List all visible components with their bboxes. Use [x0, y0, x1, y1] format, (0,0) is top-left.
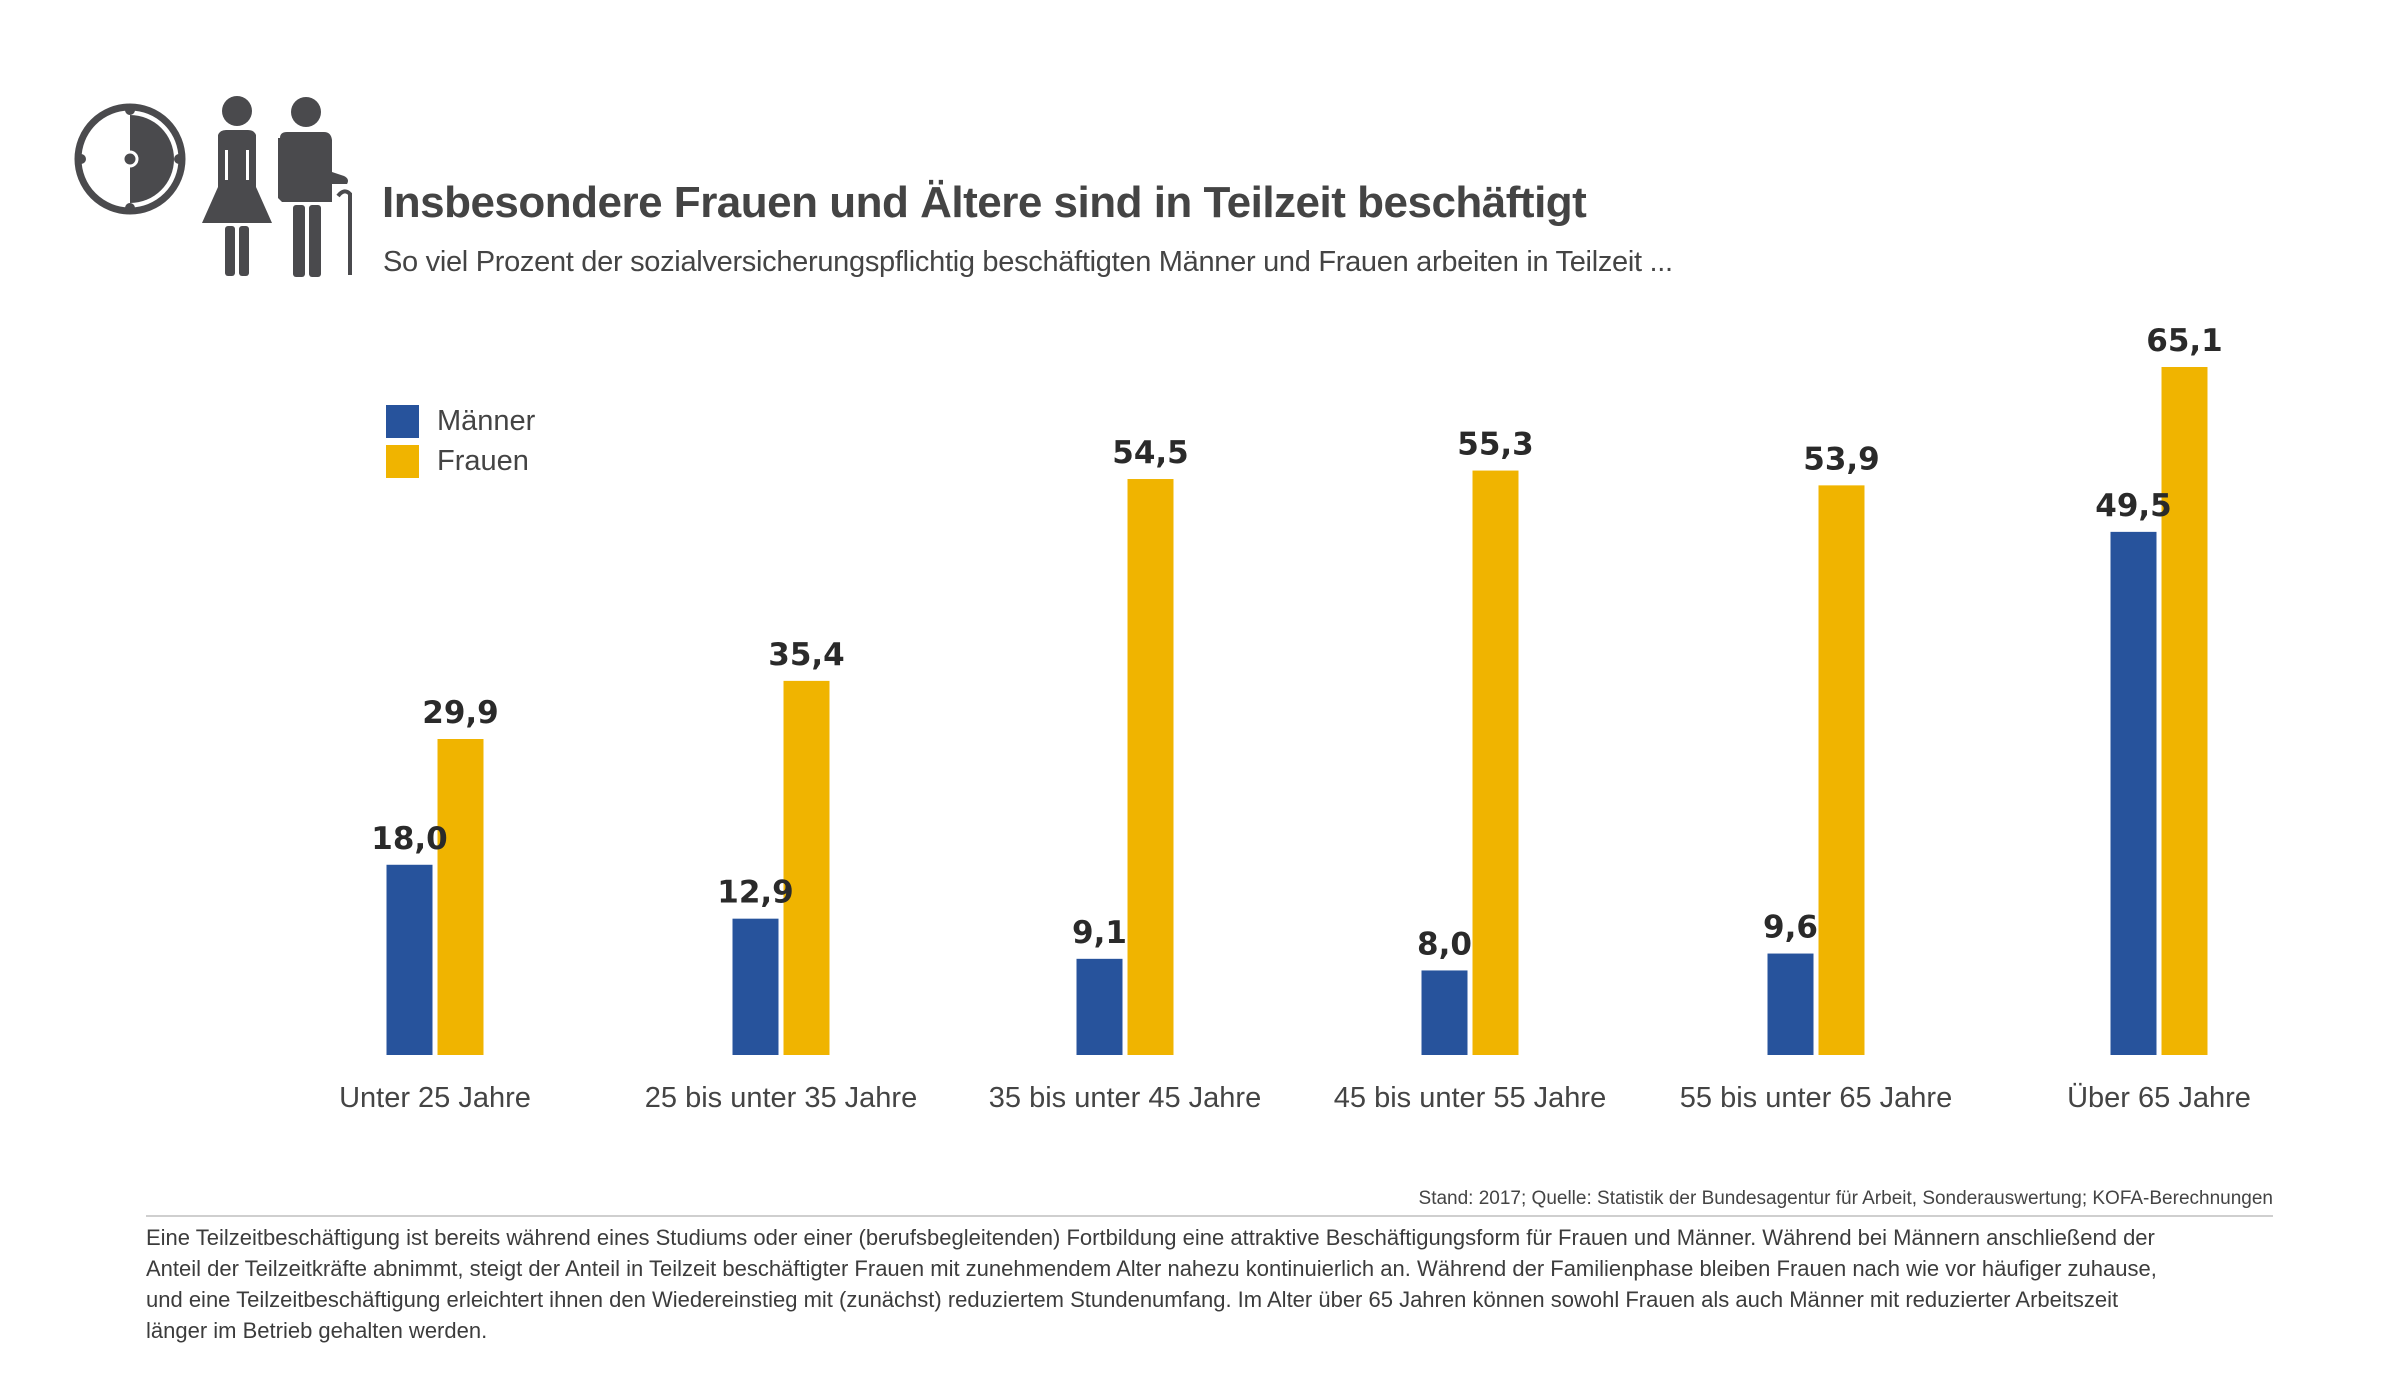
- bar-frauen-2: [783, 680, 830, 1055]
- value-label-männer-4: 8,0: [1417, 926, 1472, 962]
- description-text: Eine Teilzeitbeschäftigung ist bereits w…: [146, 1222, 2286, 1346]
- legend-swatch-maenner: [386, 404, 419, 438]
- bars-group: [386, 367, 2208, 1056]
- header-icons: [74, 96, 352, 277]
- value-label-männer-5: 9,6: [1763, 910, 1818, 946]
- bar-männer-4: [1421, 970, 1468, 1055]
- category-label-4: 45 bis unter 55 Jahre: [1334, 1082, 1606, 1114]
- value-labels-group: 18,0 29,9 12,9 35,4 9,1 54,5 8,0 55,3 9,6 53,9 49,…: [371, 323, 2223, 962]
- legend-swatch-frauen: [386, 444, 419, 478]
- bar-frauen-6: [2161, 367, 2208, 1055]
- category-labels-group: Unter 25 Jahre 25 bis unter 35 Jahre 35 bi…: [339, 1082, 2251, 1114]
- elderly-man-icon: [278, 97, 352, 277]
- bar-männer-1: [386, 864, 433, 1055]
- category-label-3: 35 bis unter 45 Jahre: [989, 1082, 1261, 1114]
- value-label-männer-6: 49,5: [2095, 488, 2172, 524]
- source-note: Stand: 2017; Quelle: Statistik der Bunde…: [1418, 1188, 2273, 1209]
- value-label-männer-3: 9,1: [1072, 915, 1127, 951]
- value-label-frauen-4: 55,3: [1457, 427, 1534, 463]
- description-line: und eine Teilzeitbeschäftigung erleichte…: [146, 1287, 2119, 1312]
- category-label-6: Über 65 Jahre: [2067, 1082, 2251, 1114]
- half-clock-icon: [74, 103, 186, 215]
- bar-männer-5: [1767, 953, 1814, 1055]
- description-line: Eine Teilzeitbeschäftigung ist bereits w…: [146, 1225, 2155, 1250]
- category-label-5: 55 bis unter 65 Jahre: [1680, 1082, 1952, 1114]
- bar-männer-6: [2110, 531, 2157, 1055]
- bar-männer-2: [732, 918, 779, 1055]
- chart-subtitle: So viel Prozent der sozialversicherungsp…: [383, 246, 1673, 278]
- chart-title: Insbesondere Frauen und Ältere sind in T…: [382, 178, 1587, 227]
- value-label-frauen-3: 54,5: [1112, 435, 1189, 471]
- value-label-männer-1: 18,0: [371, 821, 448, 857]
- category-label-2: 25 bis unter 35 Jahre: [645, 1082, 917, 1114]
- bar-frauen-4: [1472, 470, 1519, 1055]
- bar-frauen-1: [437, 739, 484, 1055]
- category-label-1: Unter 25 Jahre: [339, 1082, 531, 1114]
- bar-frauen-3: [1127, 479, 1174, 1056]
- bar-chart: 18,0 29,9 12,9 35,4 9,1 54,5 8,0 55,3 9,6 53,9 49,…: [339, 323, 2251, 1114]
- value-label-frauen-5: 53,9: [1803, 441, 1880, 477]
- description-line: Anteil der Teilzeitkräfte abnimmt, steig…: [146, 1256, 2157, 1281]
- value-label-frauen-2: 35,4: [768, 637, 845, 673]
- bar-frauen-5: [1818, 485, 1865, 1055]
- description-line: länger im Betrieb gehalten werden.: [146, 1318, 488, 1343]
- woman-icon: [202, 96, 272, 276]
- value-label-männer-2: 12,9: [717, 875, 794, 911]
- value-label-frauen-6: 65,1: [2146, 323, 2223, 359]
- bar-männer-3: [1076, 958, 1123, 1055]
- value-label-frauen-1: 29,9: [422, 695, 499, 731]
- footer-divider: [146, 1215, 2273, 1217]
- legend-label-frauen: Frauen: [437, 444, 529, 477]
- legend-label-maenner: Männer: [437, 404, 536, 437]
- legend-item-frauen: Frauen: [386, 444, 529, 478]
- legend-item-maenner: Männer: [386, 404, 535, 438]
